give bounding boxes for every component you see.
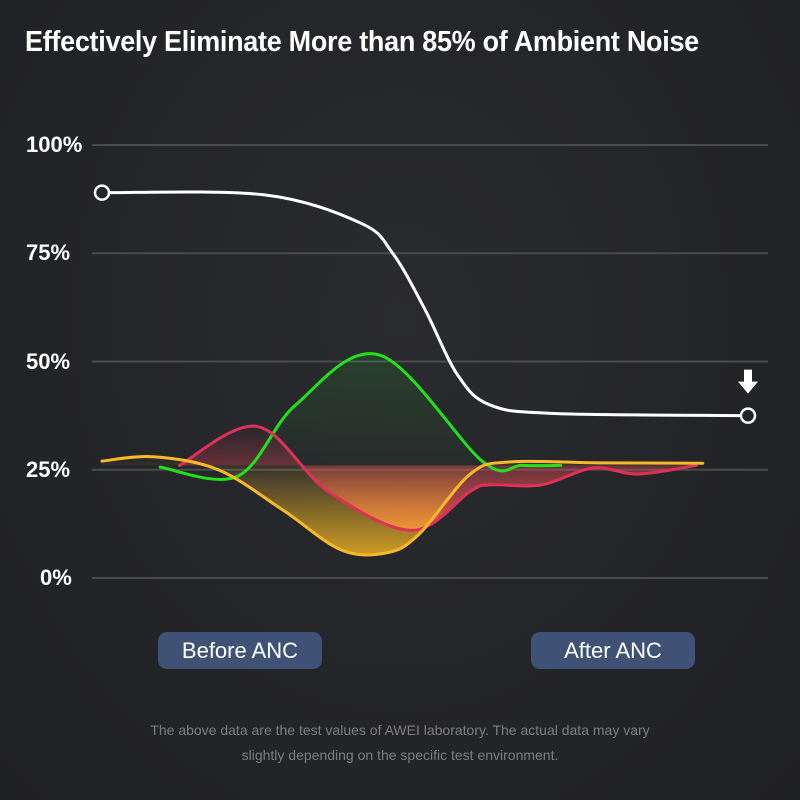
y-tick-75: 75% [26, 240, 71, 265]
y-tick-100: 100% [26, 132, 83, 157]
disclaimer-line-2: slightly depending on the specific test … [241, 747, 559, 763]
disclaimer-line-1: The above data are the test values of AW… [150, 722, 650, 738]
start-marker [93, 184, 111, 201]
yellow-line [100, 455, 705, 557]
y-tick-50: 50% [26, 349, 71, 374]
y-tick-25: 25% [26, 457, 71, 482]
down-arrow-icon [738, 369, 758, 394]
after-anc-label: After ANC [531, 632, 695, 669]
end-marker [739, 407, 757, 424]
overall-noise-line [100, 190, 750, 418]
red-line [178, 424, 698, 532]
y-tick-0: 0% [40, 565, 72, 590]
chart-title: Effectively Eliminate More than 85% of A… [25, 26, 699, 58]
green-area [160, 353, 561, 480]
before-anc-label: Before ANC [158, 632, 322, 669]
green-line [158, 352, 563, 481]
disclaimer: The above data are the test values of AW… [0, 718, 800, 768]
yellow-area [102, 456, 703, 556]
